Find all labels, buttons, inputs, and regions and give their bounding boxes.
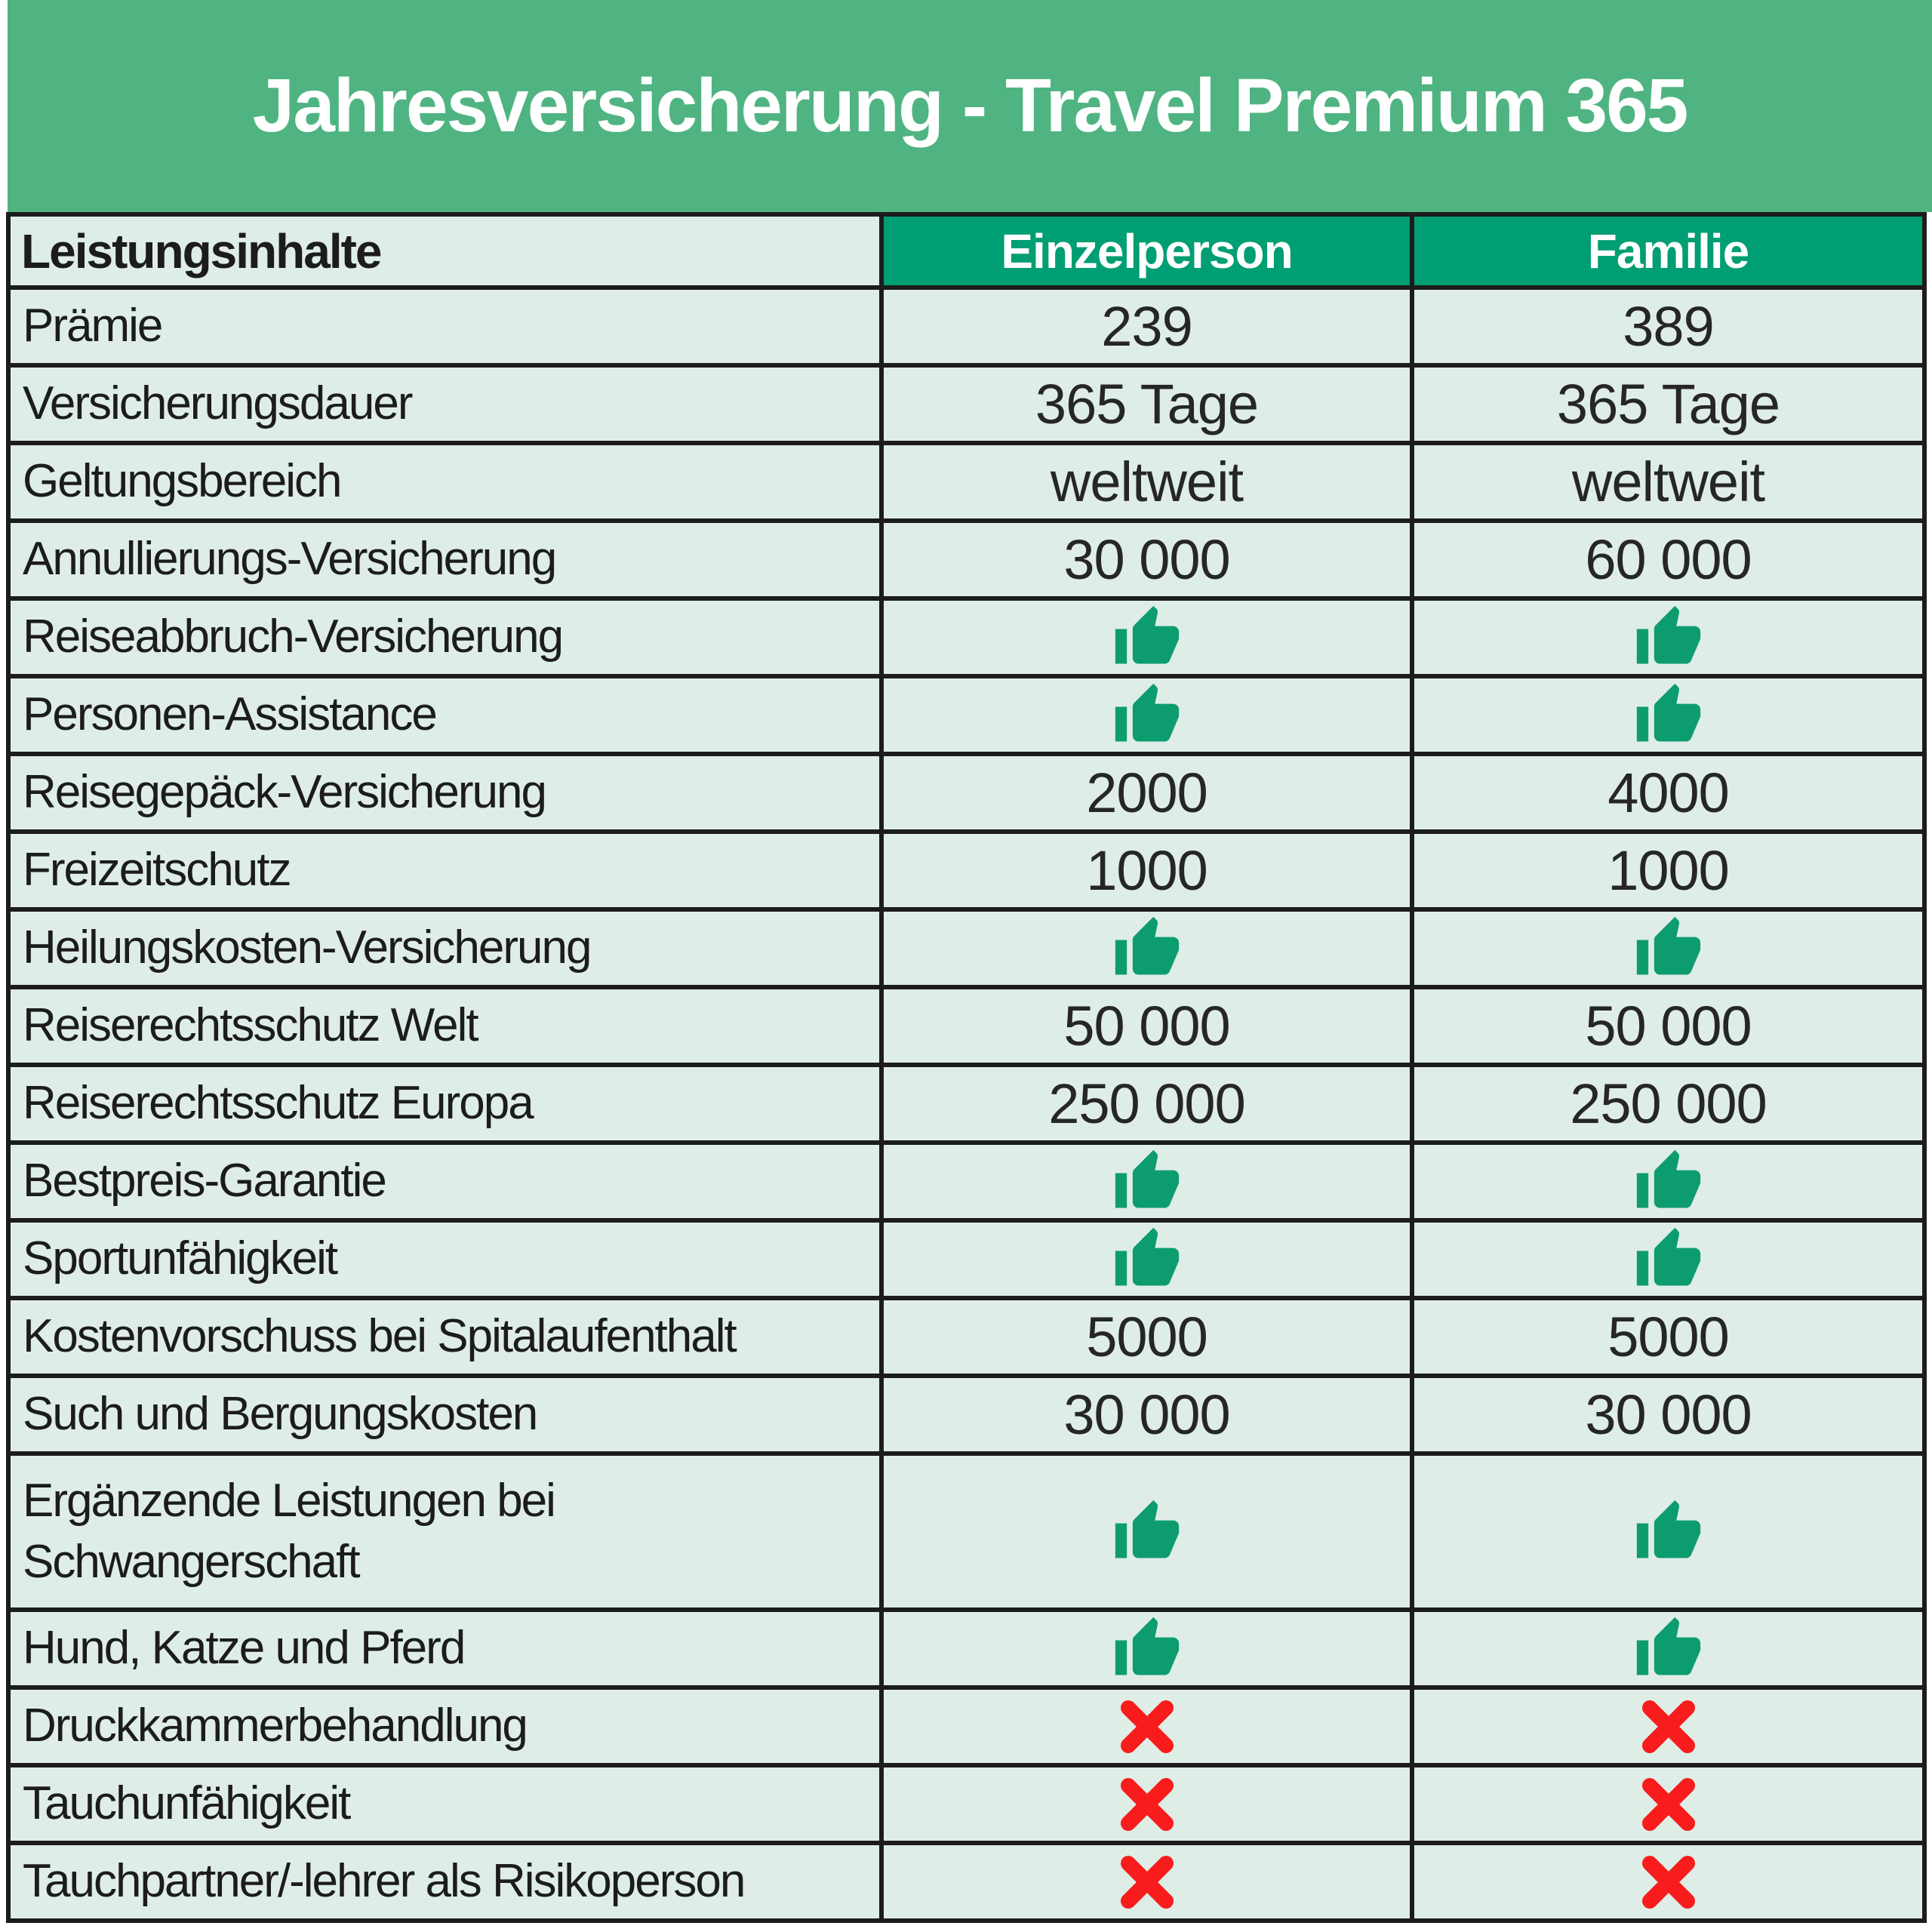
thumb-up-icon [1112, 1614, 1182, 1684]
row-label: Reiseabbruch-Versicherung [11, 601, 879, 674]
row-value-familie [1414, 1690, 1922, 1763]
row-value-einzelperson [884, 601, 1410, 674]
column-header-leistungsinhalte: Leistungsinhalte [11, 217, 879, 285]
row-value-einzelperson [884, 1145, 1410, 1218]
column-header-einzelperson: Einzelperson [884, 217, 1410, 285]
row-value-einzelperson: weltweit [884, 445, 1410, 518]
row-value-einzelperson: 30 000 [884, 523, 1410, 596]
row-label: Reiserechtsschutz Europa [11, 1067, 879, 1140]
row-value-familie [1414, 601, 1922, 674]
row-value-einzelperson: 1000 [884, 834, 1410, 907]
page-title: Jahresversicherung - Travel Premium 365 [252, 63, 1689, 148]
thumb-up-icon [1112, 1497, 1182, 1567]
row-value-familie: 50 000 [1414, 989, 1922, 1063]
row-value-einzelperson [884, 1612, 1410, 1685]
row-value-einzelperson: 250 000 [884, 1067, 1410, 1140]
row-value-familie: 4000 [1414, 756, 1922, 829]
cross-icon [1638, 1774, 1699, 1835]
cross-icon [1117, 1774, 1177, 1835]
thumb-up-icon [1634, 603, 1703, 672]
row-label: Heilungskosten-Versicherung [11, 912, 879, 985]
row-value-einzelperson [884, 912, 1410, 985]
cross-icon [1638, 1697, 1699, 1757]
row-value-familie: 60 000 [1414, 523, 1922, 596]
row-label: Sportunfähigkeit [11, 1223, 879, 1296]
row-label: Ergänzende Leistungen bei Schwangerschaf… [11, 1456, 879, 1607]
row-value-einzelperson: 30 000 [884, 1378, 1410, 1451]
row-value-einzelperson: 50 000 [884, 989, 1410, 1063]
row-value-familie: 250 000 [1414, 1067, 1922, 1140]
thumb-up-icon [1112, 1147, 1182, 1217]
row-label: Tauchpartner/-lehrer als Risikoperson [11, 1845, 879, 1918]
row-value-familie [1414, 678, 1922, 752]
row-value-familie: 30 000 [1414, 1378, 1922, 1451]
thumb-up-icon [1634, 914, 1703, 983]
thumb-up-icon [1634, 681, 1703, 750]
thumb-up-icon [1112, 1225, 1182, 1294]
row-value-einzelperson [884, 678, 1410, 752]
row-label: Geltungsbereich [11, 445, 879, 518]
row-value-familie [1414, 1145, 1922, 1218]
thumb-up-icon [1112, 603, 1182, 672]
thumb-up-icon [1634, 1614, 1703, 1684]
row-value-familie [1414, 1845, 1922, 1918]
row-label: Bestpreis-Garantie [11, 1145, 879, 1218]
row-value-familie [1414, 1223, 1922, 1296]
row-label: Reiserechtsschutz Welt [11, 989, 879, 1063]
cross-icon [1638, 1852, 1699, 1912]
benefits-comparison-table: Leistungsinhalte Einzelperson Familie Pr… [6, 212, 1927, 1923]
row-label: Freizeitschutz [11, 834, 879, 907]
thumb-up-icon [1112, 914, 1182, 983]
thumb-up-icon [1634, 1497, 1703, 1567]
row-label: Personen-Assistance [11, 678, 879, 752]
row-value-einzelperson [884, 1456, 1410, 1607]
row-value-familie [1414, 1612, 1922, 1685]
row-value-einzelperson: 5000 [884, 1300, 1410, 1374]
row-value-familie: 365 Tage [1414, 368, 1922, 441]
row-label: Prämie [11, 290, 879, 363]
column-header-familie: Familie [1414, 217, 1922, 285]
row-value-familie: 389 [1414, 290, 1922, 363]
thumb-up-icon [1634, 1147, 1703, 1217]
row-value-einzelperson: 365 Tage [884, 368, 1410, 441]
row-value-familie [1414, 1456, 1922, 1607]
row-value-einzelperson [884, 1845, 1410, 1918]
row-label: Annullierungs-Versicherung [11, 523, 879, 596]
row-value-familie: 5000 [1414, 1300, 1922, 1374]
row-value-familie [1414, 1767, 1922, 1841]
row-value-familie: 1000 [1414, 834, 1922, 907]
title-banner: Jahresversicherung - Travel Premium 365 [8, 0, 1932, 212]
row-value-familie [1414, 912, 1922, 985]
row-value-einzelperson [884, 1767, 1410, 1841]
row-label: Tauchunfähigkeit [11, 1767, 879, 1841]
row-label: Druckkammerbehandlung [11, 1690, 879, 1763]
row-label: Kostenvorschuss bei Spitalaufenthalt [11, 1300, 879, 1374]
row-value-einzelperson [884, 1690, 1410, 1763]
thumb-up-icon [1634, 1225, 1703, 1294]
row-label: Hund, Katze und Pferd [11, 1612, 879, 1685]
row-label: Such und Bergungskosten [11, 1378, 879, 1451]
thumb-up-icon [1112, 681, 1182, 750]
cross-icon [1117, 1697, 1177, 1757]
row-value-einzelperson: 2000 [884, 756, 1410, 829]
cross-icon [1117, 1852, 1177, 1912]
row-value-einzelperson: 239 [884, 290, 1410, 363]
row-label: Versicherungsdauer [11, 368, 879, 441]
row-label: Reisegepäck-Versicherung [11, 756, 879, 829]
row-value-einzelperson [884, 1223, 1410, 1296]
row-value-familie: weltweit [1414, 445, 1922, 518]
